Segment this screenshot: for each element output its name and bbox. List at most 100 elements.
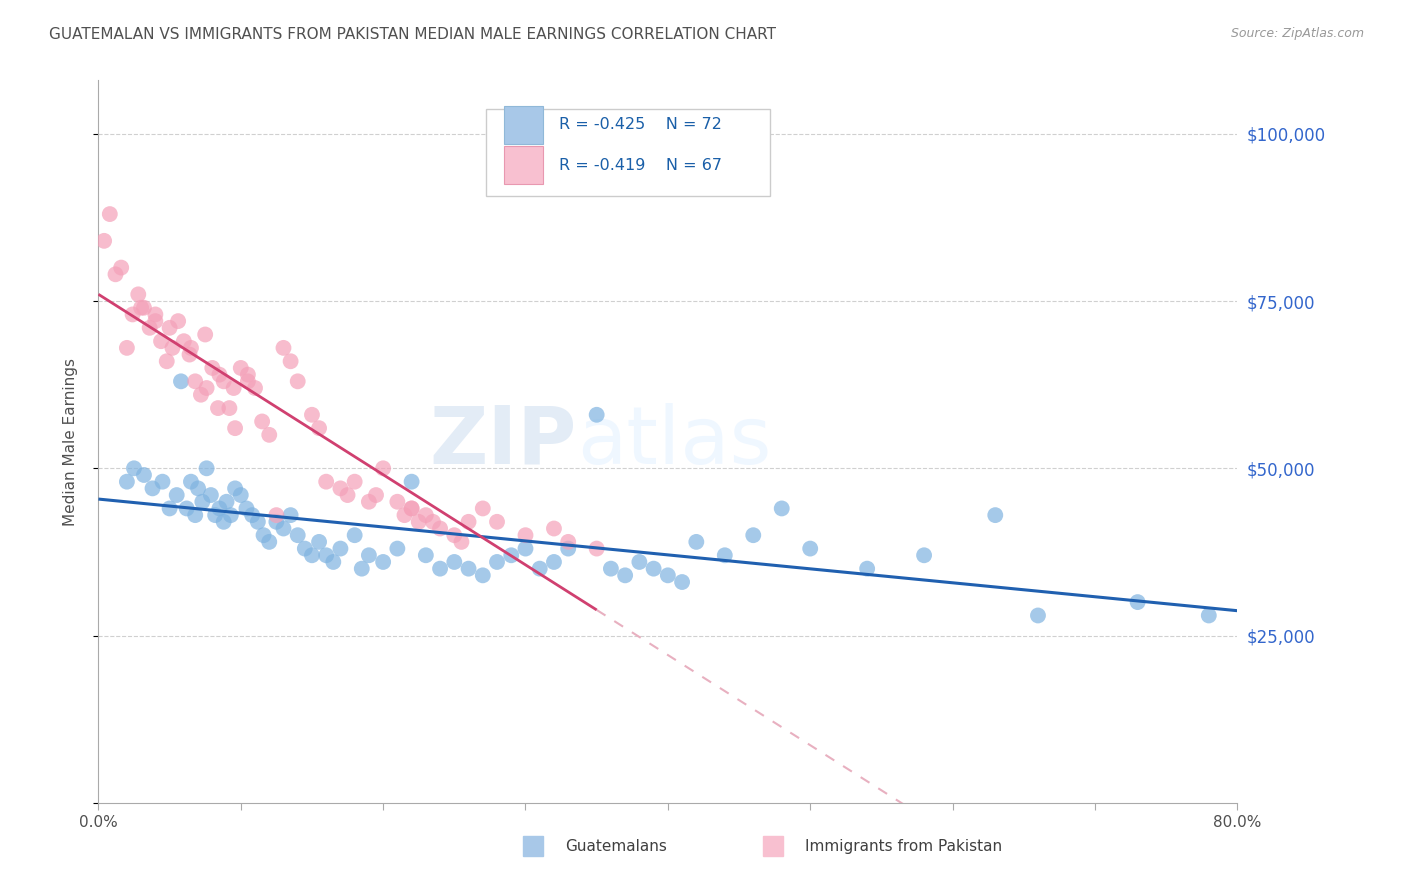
Point [1026,608,1049,623]
Point [207,401,229,416]
FancyBboxPatch shape [503,146,543,185]
Y-axis label: Median Male Earnings: Median Male Earnings [63,358,77,525]
Point [415,548,437,563]
Point [115,341,138,355]
Point [280,508,302,523]
Point [401,475,423,489]
Point [329,482,352,496]
Point [127,287,149,301]
Point [457,562,479,576]
Point [287,528,309,542]
Point [657,568,679,582]
Point [243,381,266,395]
Text: Immigrants from Pakistan: Immigrants from Pakistan [804,838,1001,854]
Point [224,482,246,496]
Point [357,494,380,508]
Point [486,555,509,569]
Point [122,461,145,475]
Point [394,508,416,523]
Point [218,401,240,416]
Point [471,501,494,516]
Point [110,260,132,275]
Point [984,508,1007,523]
Text: atlas: atlas [576,402,770,481]
Point [236,375,259,389]
Point [585,541,607,556]
Point [387,494,409,508]
Text: Source: ZipAtlas.com: Source: ZipAtlas.com [1230,27,1364,40]
Point [287,375,309,389]
Point [486,515,509,529]
Point [215,494,238,508]
Point [240,508,263,523]
Point [208,368,231,382]
Point [671,575,693,590]
Point [471,568,494,582]
Point [138,320,160,334]
Point [443,528,465,542]
Point [201,361,224,376]
Point [156,354,179,368]
Point [357,548,380,563]
Point [184,375,207,389]
Point [422,515,444,529]
Point [235,501,257,516]
Point [329,541,352,556]
Point [259,534,281,549]
Point [543,521,565,535]
Text: Guatemalans: Guatemalans [565,838,668,854]
Point [415,508,437,523]
Point [236,368,259,382]
Text: R = -0.425    N = 72: R = -0.425 N = 72 [558,118,721,132]
Point [145,307,167,321]
Point [252,528,274,542]
Point [600,562,623,576]
Point [557,541,579,556]
Point [308,534,330,549]
Point [685,534,707,549]
Point [104,268,127,282]
Point [173,334,195,348]
Point [1198,608,1220,623]
Point [429,521,451,535]
Point [799,541,821,556]
Point [343,528,366,542]
Point [515,528,537,542]
Point [194,327,217,342]
Text: GUATEMALAN VS IMMIGRANTS FROM PAKISTAN MEDIAN MALE EARNINGS CORRELATION CHART: GUATEMALAN VS IMMIGRANTS FROM PAKISTAN M… [49,27,776,42]
Point [222,381,245,395]
Point [371,461,394,475]
FancyBboxPatch shape [503,106,543,144]
Point [450,534,472,549]
Point [208,501,231,516]
Point [401,501,423,516]
Point [742,528,765,542]
Point [364,488,387,502]
FancyBboxPatch shape [485,109,770,196]
Point [585,408,607,422]
Point [343,475,366,489]
Point [152,475,174,489]
Point [643,562,665,576]
Point [294,541,316,556]
Point [308,421,330,435]
Point [132,467,155,482]
Point [219,508,242,523]
Point [170,375,193,389]
Point [280,354,302,368]
Point [167,314,190,328]
Point [714,548,737,563]
Point [301,408,323,422]
Point [250,414,273,428]
Point [176,501,198,516]
Point [187,482,209,496]
Point [246,515,269,529]
Point [371,555,394,569]
Text: R = -0.419    N = 67: R = -0.419 N = 67 [558,158,721,173]
Point [212,375,235,389]
Point [132,301,155,315]
Point [145,314,167,328]
Text: ZIP: ZIP [429,402,576,481]
Point [129,301,152,315]
Point [628,555,651,569]
